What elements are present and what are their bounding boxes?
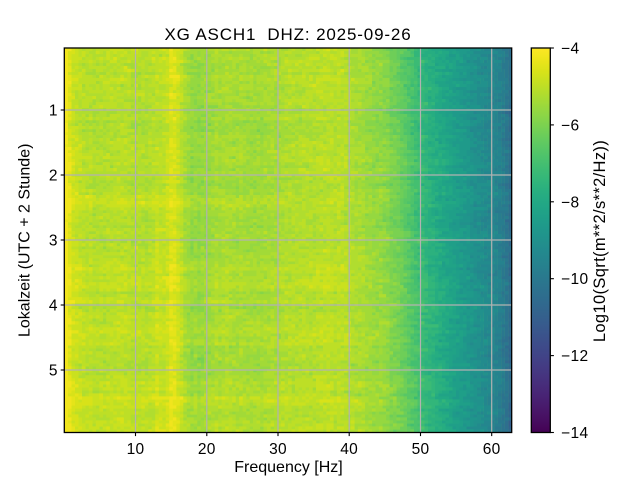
svg-text:−6: −6 [561,117,579,134]
svg-text:30: 30 [269,441,287,458]
svg-text:50: 50 [412,441,430,458]
svg-text:Lokalzeit (UTC + 2 Stunde): Lokalzeit (UTC + 2 Stunde) [17,144,34,337]
svg-text:5: 5 [49,363,58,380]
svg-text:40: 40 [340,441,358,458]
svg-text:4: 4 [49,298,58,315]
svg-text:−10: −10 [561,271,589,288]
svg-text:−8: −8 [561,194,579,211]
svg-text:2: 2 [49,168,58,185]
svg-text:1: 1 [49,103,58,120]
svg-text:−4: −4 [561,41,579,58]
svg-text:XG ASCH1 DHZ: 2025-09-26: XG ASCH1 DHZ: 2025-09-26 [164,25,411,44]
svg-text:10: 10 [127,441,145,458]
svg-text:−14: −14 [561,425,589,442]
svg-text:3: 3 [49,233,58,250]
svg-text:Log10(Sqrt(m**2/s**2/Hz)): Log10(Sqrt(m**2/s**2/Hz)) [591,140,609,342]
svg-text:−12: −12 [561,348,589,365]
svg-text:60: 60 [483,441,501,458]
svg-text:20: 20 [198,441,216,458]
svg-text:Frequency [Hz]: Frequency [Hz] [234,459,342,476]
